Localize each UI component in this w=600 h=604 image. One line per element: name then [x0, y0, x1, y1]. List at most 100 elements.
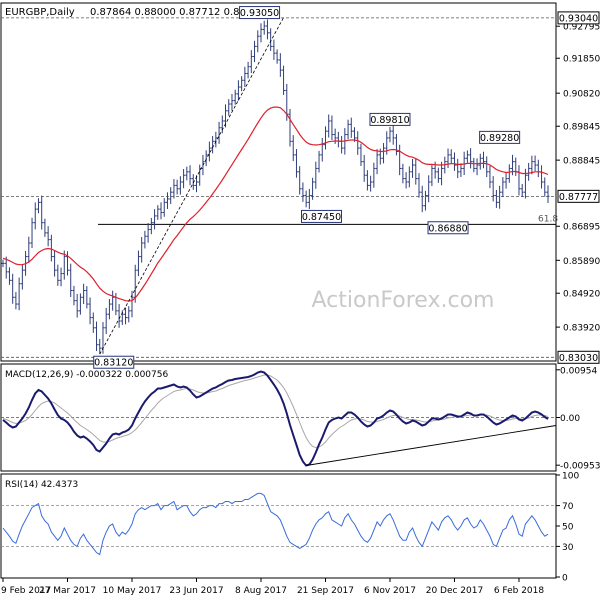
price-panel-frame — [0, 2, 557, 362]
price-bar — [482, 151, 486, 169]
macd-y-tick-label: 0.00954 — [560, 366, 597, 376]
price-marker-rect — [557, 189, 600, 203]
price-bar — [430, 164, 434, 187]
price-bar — [301, 182, 305, 202]
price-bar — [175, 179, 179, 195]
moving-average-line — [2, 106, 549, 302]
price-bar — [20, 264, 24, 290]
price-bar — [365, 170, 369, 191]
price-bar — [472, 157, 476, 173]
price-bar — [275, 49, 279, 64]
rsi-y-tick-label: 30 — [562, 543, 574, 553]
x-tick-label: 8 Aug 2017 — [235, 586, 287, 596]
price-bar — [146, 223, 150, 243]
price-bar — [501, 177, 505, 198]
price-marker-rect — [557, 11, 600, 25]
price-bar — [253, 40, 257, 63]
price-marker-box: 0.87777 — [557, 189, 600, 203]
price-bar — [349, 117, 353, 138]
price-y-tick-label: 0.91850 — [563, 55, 600, 65]
price-bar — [7, 267, 11, 285]
price-y-tick-label: 0.86895 — [563, 223, 600, 233]
price-bar — [388, 126, 392, 143]
price-bar — [246, 61, 250, 79]
price-bar — [82, 283, 86, 305]
price-bar — [95, 321, 99, 351]
symbol-title: EURGBP,Daily — [5, 7, 75, 18]
price-bar — [169, 187, 173, 204]
price-bar — [527, 162, 531, 181]
price-bar — [259, 23, 263, 43]
price-bar — [124, 307, 128, 325]
price-bar — [265, 19, 269, 40]
price-y-tick-label: 0.83920 — [563, 324, 600, 334]
price-y-tick-label: 0.92795 — [563, 23, 600, 33]
price-bar — [478, 153, 482, 170]
price-bar — [165, 192, 169, 209]
price-bar — [346, 119, 350, 140]
price-bar — [530, 155, 534, 175]
annotation-text: 0.93050 — [240, 8, 279, 19]
macd-y-tick-label: 0.00 — [560, 414, 580, 424]
price-bar — [133, 264, 137, 303]
price-bar — [311, 177, 315, 200]
price-bar — [543, 177, 547, 197]
annotation-box — [427, 221, 469, 235]
price-bar — [491, 176, 495, 202]
price-bar — [36, 198, 40, 214]
price-bar — [369, 175, 373, 192]
price-bar — [75, 293, 79, 318]
price-marker-text: 0.83030 — [559, 353, 598, 364]
price-bar — [256, 30, 260, 53]
price-bar — [436, 167, 440, 183]
price-bar — [40, 195, 44, 230]
price-bar — [272, 39, 276, 60]
price-layer: 61.8 0.93050 0.83120 0.87450 0.89810 0.89280 0… — [1, 6, 558, 369]
price-bar — [533, 155, 537, 172]
price-bar — [330, 115, 334, 141]
price-bar — [288, 108, 292, 147]
price-bar — [1, 259, 5, 268]
price-bar — [211, 136, 215, 154]
annotation-label: 0.89810 — [369, 112, 411, 126]
price-bar — [488, 165, 492, 189]
price-bar — [11, 273, 15, 304]
rsi-title: RSI(14) 42.4373 — [5, 480, 78, 490]
price-bar — [278, 53, 282, 77]
price-bar — [4, 256, 8, 279]
price-bar — [449, 149, 453, 164]
price-bar — [401, 163, 405, 184]
annotation-box — [239, 6, 281, 20]
macd-layer — [1, 370, 557, 467]
annotation-text: 0.89810 — [370, 115, 409, 126]
price-bar — [162, 198, 166, 217]
trendline-dashed — [99, 17, 284, 355]
price-bar — [375, 149, 379, 175]
price-y-tick-label: 0.84920 — [563, 290, 600, 300]
price-bar — [498, 185, 502, 209]
rsi-y-tick-label: 0 — [562, 574, 568, 584]
rsi-y-tick-label: 100 — [562, 472, 579, 482]
annotation-label: 0.86880 — [427, 221, 469, 235]
price-bar — [14, 292, 18, 310]
price-marker-box: 0.93040 — [557, 11, 600, 25]
price-bar — [33, 202, 37, 230]
x-tick-label: 21 Sep 2017 — [297, 586, 354, 596]
price-bar — [69, 263, 73, 298]
x-tick-label: 6 Feb 2018 — [494, 586, 545, 596]
price-bar — [230, 93, 234, 111]
x-tick-label: 6 Nov 2017 — [364, 586, 416, 596]
price-bar — [98, 338, 102, 354]
price-y-tick-label: 0.89845 — [563, 123, 600, 133]
price-bar — [107, 299, 111, 320]
price-bar — [27, 236, 31, 263]
annotation-label: 0.89280 — [479, 130, 521, 144]
rsi-layer — [1, 492, 556, 556]
rsi-line — [2, 492, 549, 556]
price-marker-rect — [557, 350, 600, 364]
price-bar — [85, 286, 89, 309]
watermark: ActionForex.com — [312, 288, 495, 313]
price-bar — [317, 150, 321, 173]
price-bar — [188, 165, 192, 186]
price-bar — [49, 234, 53, 262]
